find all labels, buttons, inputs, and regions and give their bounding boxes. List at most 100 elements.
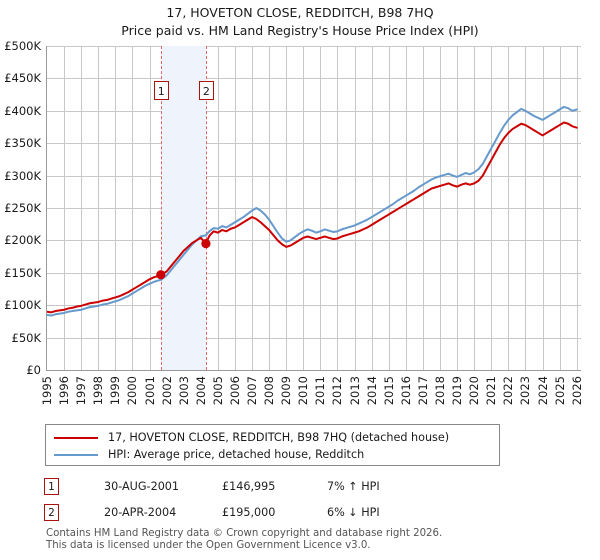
x-axis-tick-label: 2021 — [484, 376, 499, 406]
gridline-vertical — [457, 46, 459, 370]
y-axis-tick-label: £0 — [26, 363, 41, 377]
table-row: 1 30-AUG-2001 £146,995 7% ↑ HPI — [44, 473, 464, 499]
gridline-vertical — [542, 46, 544, 370]
x-axis-tick-label: 2014 — [364, 376, 379, 406]
series-line — [47, 105, 578, 317]
ownership-period-band — [160, 46, 206, 370]
gridline-horizontal — [47, 110, 581, 112]
legend-label: HPI: Average price, detached house, Redd… — [108, 448, 365, 461]
transaction-price: £195,000 — [222, 505, 276, 519]
transaction-marker-line — [160, 46, 162, 370]
table-row: 2 20-APR-2004 £195,000 6% ↓ HPI — [44, 499, 464, 525]
x-axis-tick-label: 2001 — [142, 376, 157, 406]
gridline-horizontal — [47, 240, 581, 242]
gridline-vertical — [149, 46, 151, 370]
footer-line-2: This data is licensed under the Open Gov… — [46, 540, 371, 551]
legend-item-0: 17, HOVETON CLOSE, REDDITCH, B98 7HQ (de… — [46, 429, 499, 446]
x-axis-tick-label: 2000 — [125, 376, 140, 406]
footer-attribution: Contains HM Land Registry data © Crown c… — [46, 528, 586, 552]
gridline-vertical — [303, 46, 305, 370]
gridline-vertical — [132, 46, 134, 370]
gridline-vertical — [269, 46, 271, 370]
chart-series-svg — [47, 105, 578, 317]
gridline-horizontal — [47, 143, 581, 145]
x-axis-tick-label: 2016 — [398, 376, 413, 406]
gridline-vertical — [559, 46, 561, 370]
gridline-vertical — [286, 46, 288, 370]
gridline-vertical — [440, 46, 442, 370]
x-axis-tick-label: 1996 — [57, 376, 72, 406]
transaction-point-1[interactable] — [156, 270, 166, 280]
chart-legend: 17, HOVETON CLOSE, REDDITCH, B98 7HQ (de… — [45, 424, 500, 466]
y-axis-tick-label: £250K — [4, 201, 41, 215]
gridline-vertical — [422, 46, 424, 370]
transaction-date: 30-AUG-2001 — [104, 479, 180, 493]
gridline-vertical — [576, 46, 578, 370]
gridline-horizontal — [47, 78, 581, 80]
gridline-vertical — [64, 46, 66, 370]
y-axis-tick-label: £100K — [4, 298, 41, 313]
x-axis-tick-label: 2004 — [193, 376, 208, 406]
gridline-vertical — [115, 46, 117, 370]
gridline-vertical — [98, 46, 100, 370]
transactions-table: 1 30-AUG-2001 £146,995 7% ↑ HPI 2 20-APR-2004… — [44, 473, 464, 525]
gridline-vertical — [354, 46, 356, 370]
x-axis-tick-label: 2002 — [159, 376, 174, 406]
transaction-index-badge: 1 — [44, 477, 59, 495]
legend-color-swatch — [54, 436, 98, 439]
x-axis-tick-label: 2023 — [518, 376, 533, 406]
gridline-horizontal — [47, 46, 581, 47]
footer-line-1: Contains HM Land Registry data © Crown c… — [46, 528, 443, 539]
x-axis-tick-label: 2026 — [569, 376, 584, 406]
x-axis-tick-label: 2011 — [313, 376, 328, 406]
x-axis-tick-label: 2006 — [227, 376, 242, 406]
chart-plot-inner — [47, 46, 581, 370]
gridline-vertical — [217, 46, 219, 370]
x-axis-tick-label: 2003 — [176, 376, 191, 406]
gridline-vertical — [525, 46, 527, 370]
x-axis-tick-label: 2008 — [262, 376, 277, 406]
y-axis-tick-label: £450K — [4, 71, 41, 86]
gridline-horizontal — [47, 208, 581, 209]
x-axis-tick-label: 2007 — [245, 376, 260, 406]
x-axis-tick-label: 1999 — [108, 376, 123, 406]
chart-plot-area: £0 £50K £100K £150K £200K £250K £300K £350K £400… — [4, 39, 581, 377]
x-axis-labels: 1995 1996 1997 1998 1999 2000 2001 2002 2003 2004… — [40, 376, 584, 420]
y-axis-tick-label: £500K — [4, 39, 41, 53]
gridline-vertical — [234, 46, 236, 370]
transaction-marker-flag-1[interactable]: 1 — [153, 81, 169, 100]
legend-color-swatch — [54, 453, 98, 456]
x-axis-tick-label: 2022 — [501, 376, 516, 406]
legend-label: 17, HOVETON CLOSE, REDDITCH, B98 7HQ (de… — [108, 431, 450, 444]
x-axis-tick-label: 2015 — [381, 376, 396, 406]
x-axis-tick-label: 2009 — [279, 376, 294, 406]
gridline-vertical — [388, 46, 390, 370]
title-line-2: Price paid vs. HM Land Registry's House … — [121, 23, 479, 38]
y-axis-tick-label: £400K — [4, 103, 41, 118]
transaction-point-2[interactable] — [201, 239, 211, 249]
gridline-horizontal — [47, 305, 581, 307]
series-line — [47, 121, 578, 314]
transaction-marker-line — [205, 46, 207, 370]
y-axis-tick-label: £350K — [4, 136, 41, 151]
transaction-marker-flag-2[interactable]: 2 — [198, 81, 214, 100]
y-axis-tick-label: £200K — [4, 233, 41, 248]
x-axis-tick-label: 1997 — [74, 376, 89, 406]
gridline-horizontal — [47, 175, 581, 177]
x-axis-tick-label: 2018 — [433, 376, 448, 406]
x-axis-tick-label: 2025 — [552, 376, 567, 406]
transaction-price: £146,995 — [222, 479, 276, 493]
x-axis-tick-label: 2019 — [450, 376, 465, 406]
x-axis-tick-label: 2020 — [467, 376, 482, 406]
gridline-vertical — [474, 46, 476, 370]
x-axis-tick-label: 2005 — [210, 376, 225, 406]
transaction-hpi-delta: 7% ↑ HPI — [327, 479, 380, 493]
gridline-vertical — [337, 46, 339, 370]
gridline-vertical — [81, 46, 83, 370]
gridline-vertical — [491, 46, 493, 370]
x-axis-tick-label: 2017 — [415, 376, 430, 406]
x-axis-tick-label: 2010 — [296, 376, 311, 406]
transaction-date: 20-APR-2004 — [104, 505, 177, 519]
gridline-vertical — [252, 46, 254, 370]
gridline-horizontal — [47, 272, 581, 274]
